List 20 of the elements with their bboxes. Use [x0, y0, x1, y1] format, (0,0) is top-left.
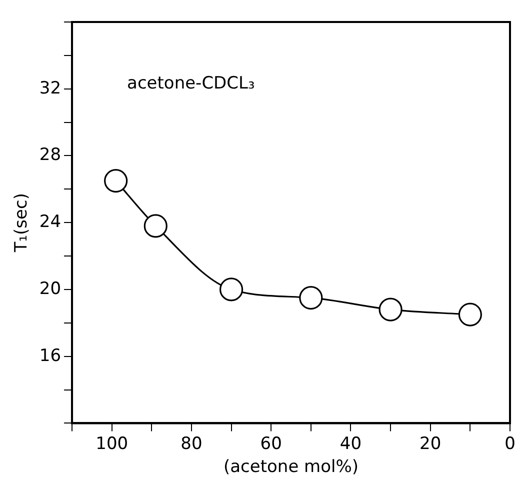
point	[219, 278, 244, 302]
x-tick-label: 40	[340, 434, 362, 454]
point	[458, 302, 482, 326]
y-tick-label: 20	[39, 278, 62, 299]
point	[104, 169, 128, 193]
y-tick-label: 28	[39, 145, 62, 166]
y-tick-label: 24	[39, 212, 62, 232]
x-axis-title: (acetone mol%)	[224, 457, 359, 478]
point	[299, 286, 323, 310]
x-tick-label: 0	[504, 434, 516, 454]
point	[378, 298, 402, 322]
y-tick-label: 16	[39, 346, 62, 366]
x-tick-label: 20	[420, 434, 442, 454]
point	[144, 214, 168, 238]
x-tick-label: 60	[260, 434, 282, 454]
annotation: acetone-CDCL₃	[127, 73, 255, 94]
x-tick-label: 100	[96, 434, 128, 454]
y-tick-label: 32	[39, 78, 62, 98]
x-tick-label: 80	[180, 434, 202, 454]
y-axis-title: T₁(sec)	[12, 193, 32, 254]
